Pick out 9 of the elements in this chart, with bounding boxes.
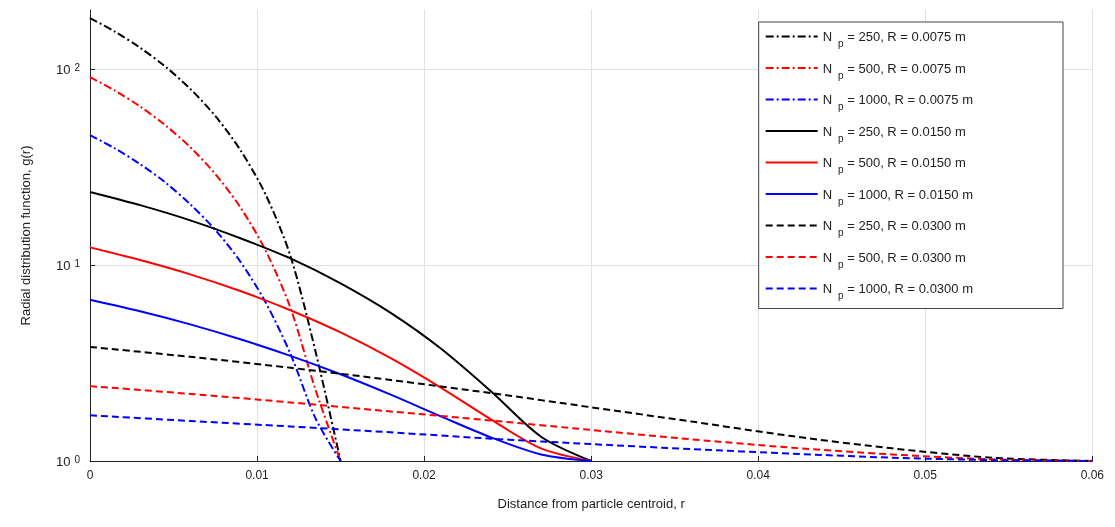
x-tick-label: 0.02	[412, 468, 437, 482]
x-axis-title: Distance from particle centroid, r	[497, 496, 686, 511]
x-tick-label: 0.06	[1080, 468, 1105, 482]
x-tick-label: 0.04	[746, 468, 771, 482]
x-tick-label: 0.01	[245, 468, 270, 482]
x-tick-label: 0.03	[579, 468, 604, 482]
x-tick-label: 0	[86, 468, 94, 482]
x-tick-label: 0.05	[913, 468, 938, 482]
y-axis-title: Radial distribution function, g(r)	[18, 145, 33, 326]
